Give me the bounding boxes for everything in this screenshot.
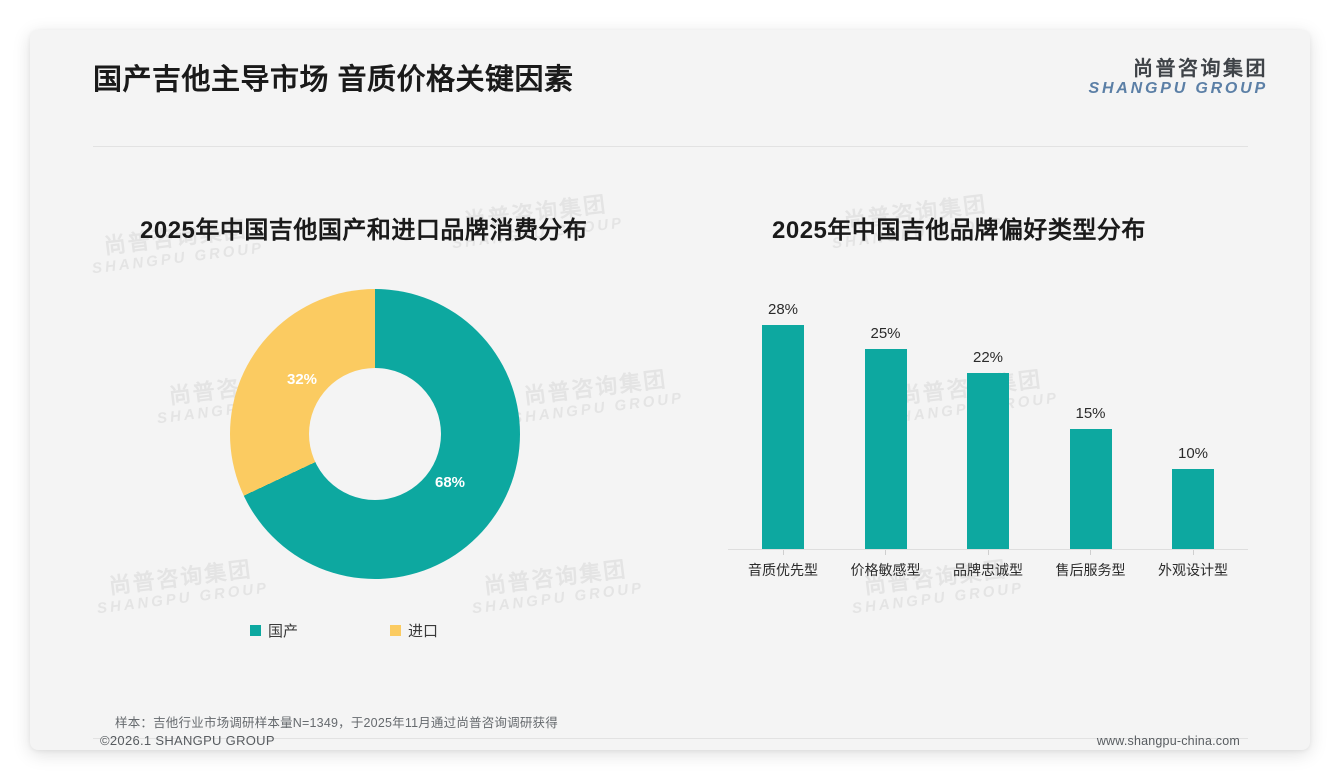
website-link[interactable]: www.shangpu-china.com <box>1096 734 1240 748</box>
axis-tick-cell <box>841 550 931 555</box>
legend-item-domestic[interactable]: 国产 <box>250 620 298 641</box>
table-row[interactable] <box>762 325 804 549</box>
donut-hole <box>309 368 441 500</box>
axis-tick-cell <box>943 550 1033 555</box>
table-row[interactable] <box>864 349 907 549</box>
bar-chart-panel: 2025年中国吉他品牌偏好类型分布 28% 25% 22% 15% <box>690 210 1270 670</box>
table-row[interactable] <box>1069 429 1112 549</box>
bar-column[interactable]: 15% <box>1046 281 1136 549</box>
bar-chart-categories: 音质优先型 价格敏感型 品牌忠诚型 售后服务型 外观设计型 <box>728 560 1248 580</box>
axis-tick <box>1192 550 1194 555</box>
page-title: 国产吉他主导市场 音质价格关键因素 <box>93 64 574 96</box>
bar-chart-axis-line <box>728 549 1248 550</box>
axis-tick-cell <box>1046 550 1136 555</box>
donut-legend: 国产 进口 <box>250 620 438 641</box>
bar-value-label: 15% <box>1075 405 1106 422</box>
footnote-divider <box>93 738 1248 739</box>
legend-swatch-icon <box>250 625 261 636</box>
axis-category-label: 音质优先型 <box>748 562 818 578</box>
donut-chart-title: 2025年中国吉他国产和进口品牌消费分布 <box>140 217 588 244</box>
header-divider <box>93 146 1248 147</box>
axis-tick <box>987 550 989 555</box>
table-row[interactable] <box>1172 469 1214 549</box>
slide-footer: ©2026.1 SHANGPU GROUP www.shangpu-china.… <box>0 715 1340 780</box>
table-row[interactable] <box>967 373 1009 549</box>
legend-label: 进口 <box>408 623 439 640</box>
bar-chart-title: 2025年中国吉他品牌偏好类型分布 <box>772 217 1146 244</box>
bar-column[interactable]: 28% <box>738 281 828 549</box>
legend-swatch-icon <box>390 625 402 636</box>
brand-name-en: SHANGPU GROUP <box>1088 80 1268 98</box>
bar-value-label: 28% <box>767 301 799 318</box>
donut-chart-panel: 2025年中国吉他国产和进口品牌消费分布 68% 32% 国产 进口 <box>100 210 660 670</box>
donut-chart: 68% 32% <box>230 289 520 579</box>
axis-tick <box>885 550 886 555</box>
bar-chart-ticks <box>728 550 1248 555</box>
bar-value-label: 10% <box>1177 445 1209 462</box>
axis-tick-cell <box>1148 550 1238 555</box>
axis-category-label: 外观设计型 <box>1158 562 1228 578</box>
axis-category-label: 品牌忠诚型 <box>953 562 1023 578</box>
bar-column[interactable]: 25% <box>841 281 931 549</box>
axis-category-label: 价格敏感型 <box>850 562 921 578</box>
axis-category-label: 售后服务型 <box>1055 562 1126 578</box>
axis-tick <box>782 550 784 555</box>
slide-card: 尚普咨询集团 SHANGPU GROUP 尚普咨询集团 SHANGPU GROU… <box>30 30 1310 750</box>
legend-item-imported[interactable]: 进口 <box>390 620 438 641</box>
donut-slice-label-imported: 32% <box>287 371 318 388</box>
bar-column[interactable]: 22% <box>943 281 1033 549</box>
bar-value-label: 25% <box>870 325 901 342</box>
legend-label: 国产 <box>268 623 299 640</box>
copyright-text: ©2026.1 SHANGPU GROUP <box>100 733 275 748</box>
bar-series: 28% 25% 22% 15% 10% <box>728 281 1248 549</box>
brand-name-cn: 尚普咨询集团 <box>1133 58 1268 80</box>
axis-tick <box>1090 550 1091 555</box>
footnote: 样本：吉他行业市场调研样本量N=1349，于2025年11月通过尚普咨询调研获得 <box>115 716 558 730</box>
axis-tick-cell <box>738 550 828 555</box>
bar-value-label: 22% <box>972 349 1004 366</box>
brand-logo: 尚普咨询集团 SHANGPU GROUP <box>1088 58 1268 98</box>
bar-column[interactable]: 10% <box>1148 281 1238 549</box>
bar-chart: 28% 25% 22% 15% 10% <box>728 280 1248 580</box>
donut-slice-label-domestic: 68% <box>435 474 466 491</box>
slide-header: 国产吉他主导市场 音质价格关键因素 尚普咨询集团 SHANGPU GROUP <box>30 30 1310 120</box>
